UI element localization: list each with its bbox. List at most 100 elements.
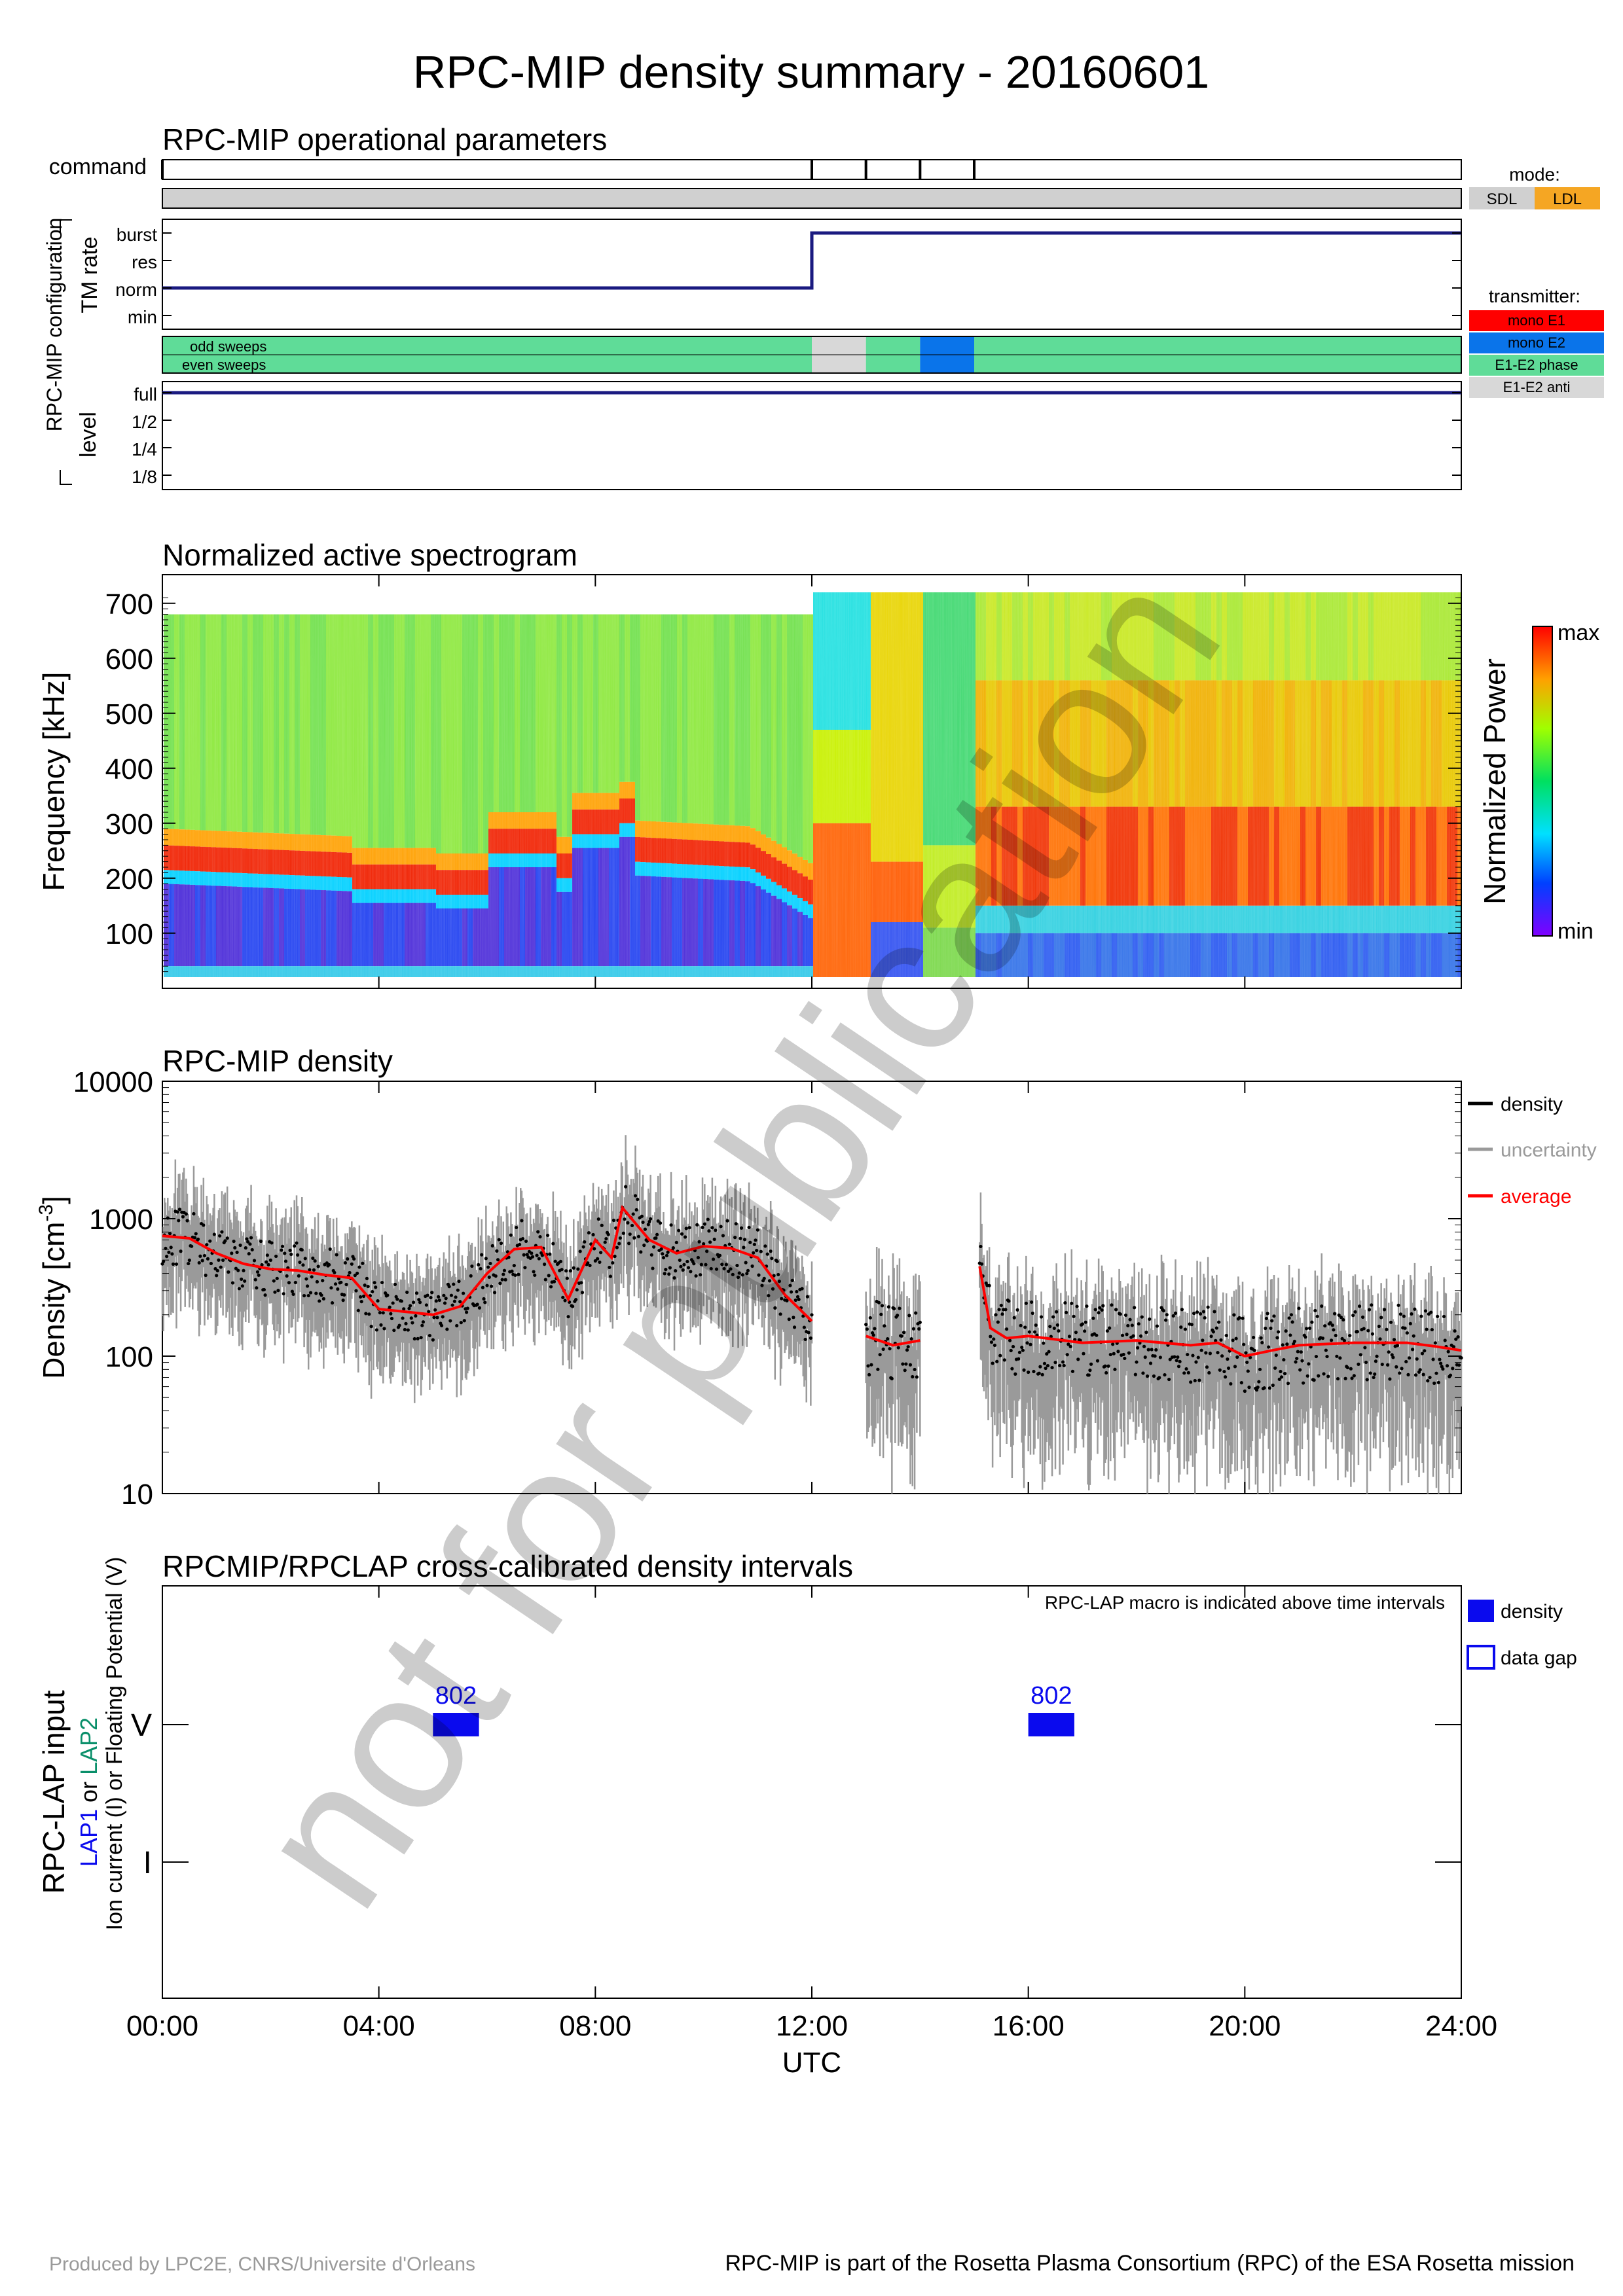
density-point-189 bbox=[365, 1276, 369, 1280]
density-point-634 bbox=[900, 1334, 903, 1338]
density-point-384 bbox=[576, 1267, 580, 1271]
density-point-498 bbox=[699, 1263, 703, 1266]
density-point-857 bbox=[1199, 1348, 1203, 1352]
density-point-115 bbox=[285, 1274, 289, 1278]
density-point-653 bbox=[979, 1244, 983, 1249]
density-point-776 bbox=[1112, 1352, 1116, 1355]
x-tick-label-5: 20:00 bbox=[1209, 2010, 1281, 2042]
mode-strip bbox=[162, 188, 1462, 209]
density-point-42 bbox=[206, 1257, 210, 1261]
density-point-1065 bbox=[1425, 1327, 1429, 1331]
density-point-142 bbox=[314, 1291, 318, 1295]
density-point-606 bbox=[869, 1363, 873, 1367]
density-point-749 bbox=[1083, 1329, 1087, 1333]
density-point-875 bbox=[1219, 1338, 1223, 1342]
density-point-203 bbox=[380, 1280, 384, 1285]
density-point-906 bbox=[1252, 1348, 1256, 1352]
density-point-1063 bbox=[1423, 1349, 1427, 1353]
density-point-876 bbox=[1220, 1354, 1224, 1358]
density-point-935 bbox=[1284, 1329, 1288, 1333]
density-point-977 bbox=[1330, 1338, 1334, 1342]
density-point-380 bbox=[572, 1266, 575, 1270]
density-point-641 bbox=[907, 1314, 911, 1318]
density-point-828 bbox=[1168, 1357, 1172, 1361]
density-point-1056 bbox=[1415, 1357, 1419, 1361]
density-point-859 bbox=[1201, 1310, 1206, 1314]
ops-title: RPC-MIP operational parameters bbox=[162, 122, 607, 156]
density-point-403 bbox=[596, 1217, 600, 1221]
density-point-1055 bbox=[1413, 1373, 1418, 1377]
density-point-226 bbox=[405, 1290, 409, 1295]
density-point-262 bbox=[444, 1297, 448, 1300]
density-point-737 bbox=[1070, 1301, 1074, 1305]
density-point-1071 bbox=[1431, 1357, 1435, 1361]
density-point-642 bbox=[908, 1363, 913, 1367]
density-point-950 bbox=[1300, 1359, 1304, 1363]
spectrogram-ytick-label-6: 100 bbox=[105, 918, 153, 950]
density-point-412 bbox=[606, 1232, 610, 1236]
x-tick-label-6: 24:00 bbox=[1425, 2010, 1497, 2042]
density-point-843 bbox=[1184, 1367, 1188, 1371]
density-point-901 bbox=[1247, 1386, 1251, 1390]
density-point-604 bbox=[867, 1372, 871, 1377]
density-point-1076 bbox=[1436, 1380, 1440, 1384]
density-point-465 bbox=[664, 1268, 668, 1272]
density-point-229 bbox=[409, 1304, 412, 1308]
density-point-852 bbox=[1194, 1360, 1198, 1364]
density-point-933 bbox=[1282, 1357, 1286, 1362]
density-point-484 bbox=[684, 1227, 688, 1230]
density-point-601 bbox=[864, 1323, 868, 1327]
density-point-98 bbox=[266, 1263, 270, 1266]
density-point-187 bbox=[363, 1283, 367, 1287]
density-point-1010 bbox=[1365, 1378, 1369, 1382]
density-point-543 bbox=[748, 1240, 752, 1244]
tx-legend-mono-e1-swatch bbox=[1469, 310, 1604, 331]
density-point-322 bbox=[509, 1233, 513, 1237]
density-point-890 bbox=[1235, 1355, 1239, 1359]
density-point-1095 bbox=[1457, 1363, 1461, 1367]
density-point-937 bbox=[1286, 1382, 1290, 1386]
density-point-780 bbox=[1116, 1350, 1120, 1354]
x-tick-labels: 00:00 04:00 08:00 12:00 16:00 20:00 24:00 bbox=[126, 2010, 1497, 2042]
density-point-235 bbox=[414, 1291, 419, 1295]
density-point-154 bbox=[327, 1263, 331, 1266]
density-point-462 bbox=[661, 1252, 665, 1256]
density-point-452 bbox=[649, 1253, 653, 1257]
density-point-897 bbox=[1243, 1389, 1247, 1393]
density-point-165 bbox=[339, 1280, 343, 1284]
lap-interval-0 bbox=[433, 1713, 479, 1736]
density-point-1078 bbox=[1438, 1361, 1443, 1365]
density-point-1092 bbox=[1454, 1337, 1458, 1341]
density-point-136 bbox=[308, 1268, 312, 1272]
density-point-390 bbox=[583, 1240, 587, 1244]
density-point-854 bbox=[1196, 1355, 1200, 1359]
density-point-6 bbox=[167, 1250, 171, 1254]
density-point-1070 bbox=[1430, 1327, 1434, 1332]
density-point-482 bbox=[682, 1263, 686, 1266]
density-point-873 bbox=[1217, 1320, 1221, 1324]
density-point-994 bbox=[1348, 1333, 1352, 1338]
density-point-188 bbox=[364, 1312, 368, 1316]
density-point-921 bbox=[1269, 1326, 1273, 1330]
density-point-373 bbox=[564, 1269, 568, 1273]
density-point-344 bbox=[533, 1273, 537, 1277]
density-point-358 bbox=[548, 1252, 552, 1256]
density-point-432 bbox=[628, 1232, 632, 1236]
density-point-89 bbox=[257, 1273, 261, 1277]
density-point-480 bbox=[680, 1232, 684, 1236]
density-point-276 bbox=[459, 1321, 463, 1325]
density-point-681 bbox=[1009, 1348, 1013, 1353]
density-point-263 bbox=[445, 1327, 449, 1331]
density-point-512 bbox=[714, 1267, 719, 1271]
density-point-519 bbox=[722, 1266, 726, 1270]
density-point-648 bbox=[915, 1375, 919, 1379]
density-point-635 bbox=[901, 1362, 905, 1366]
density-point-446 bbox=[643, 1227, 647, 1231]
density-point-383 bbox=[575, 1288, 579, 1292]
density-point-823 bbox=[1163, 1372, 1167, 1377]
density-point-870 bbox=[1214, 1338, 1218, 1342]
density-point-760 bbox=[1095, 1333, 1099, 1337]
density-point-479 bbox=[679, 1265, 683, 1268]
density-panel: RPC-MIP density 10000 1000 100 10 Density [… bbox=[35, 1044, 1597, 1511]
density-point-915 bbox=[1262, 1386, 1266, 1390]
